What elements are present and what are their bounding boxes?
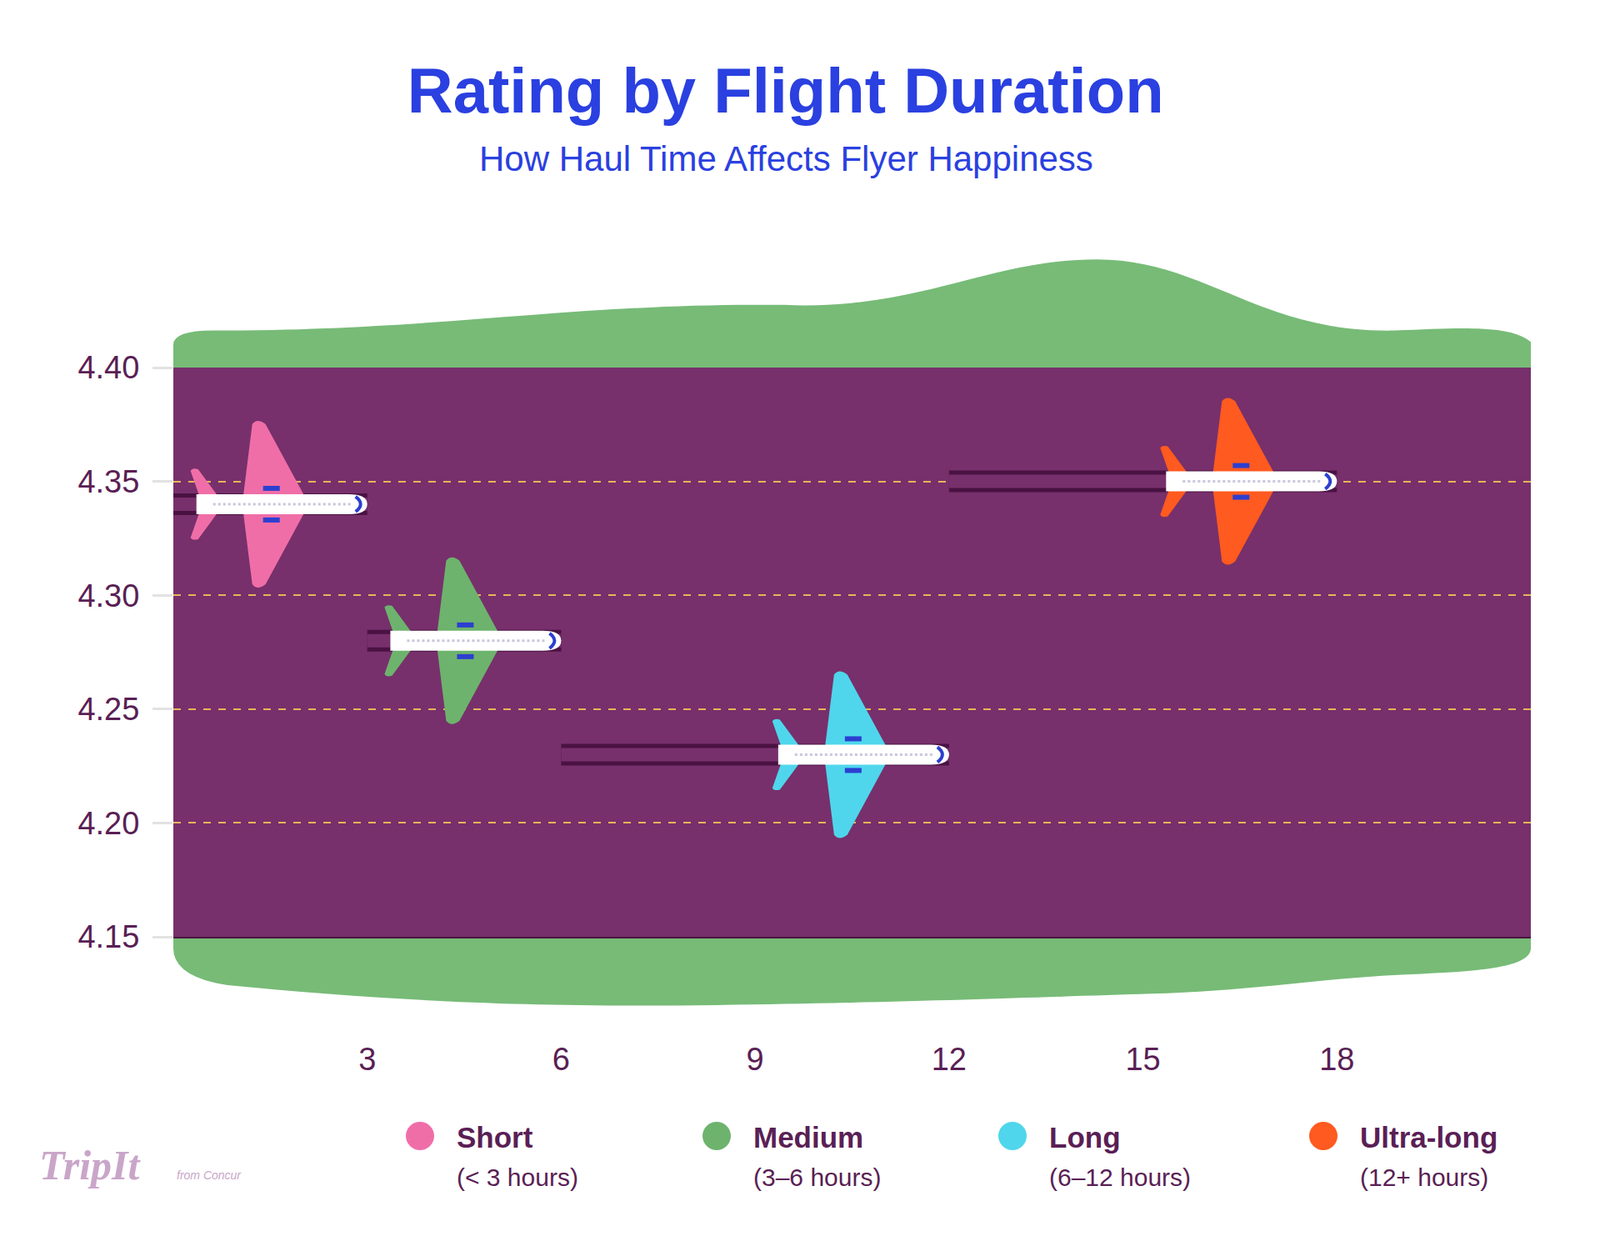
svg-text:Rating by Flight Duration: Rating by Flight Duration: [407, 55, 1165, 126]
svg-text:Long(6–12 hours): Long(6–12 hours): [1049, 1120, 1191, 1191]
svg-text:3: 3: [358, 1041, 376, 1077]
svg-text:15: 15: [1125, 1041, 1160, 1077]
svg-text:4.40: 4.40: [77, 350, 140, 385]
svg-text:4.30: 4.30: [77, 578, 140, 614]
svg-text:TripIt: TripIt: [39, 1141, 141, 1189]
svg-text:How Haul Time Affects Flyer Ha: How Haul Time Affects Flyer Happiness: [479, 139, 1094, 179]
svg-text:4.20: 4.20: [77, 805, 140, 841]
svg-text:12: 12: [931, 1041, 967, 1077]
svg-text:Short(< 3 hours): Short(< 3 hours): [456, 1120, 579, 1191]
svg-text:4.15: 4.15: [77, 919, 140, 955]
svg-text:Medium(3–6 hours): Medium(3–6 hours): [753, 1120, 881, 1191]
svg-text:18: 18: [1319, 1041, 1355, 1077]
svg-text:Ultra-long(12+ hours): Ultra-long(12+ hours): [1360, 1120, 1498, 1191]
svg-text:4.35: 4.35: [77, 464, 140, 500]
svg-text:9: 9: [746, 1041, 765, 1077]
svg-text:4.25: 4.25: [77, 691, 140, 727]
svg-text:6: 6: [552, 1041, 570, 1077]
svg-text:from Concur: from Concur: [176, 1168, 242, 1182]
